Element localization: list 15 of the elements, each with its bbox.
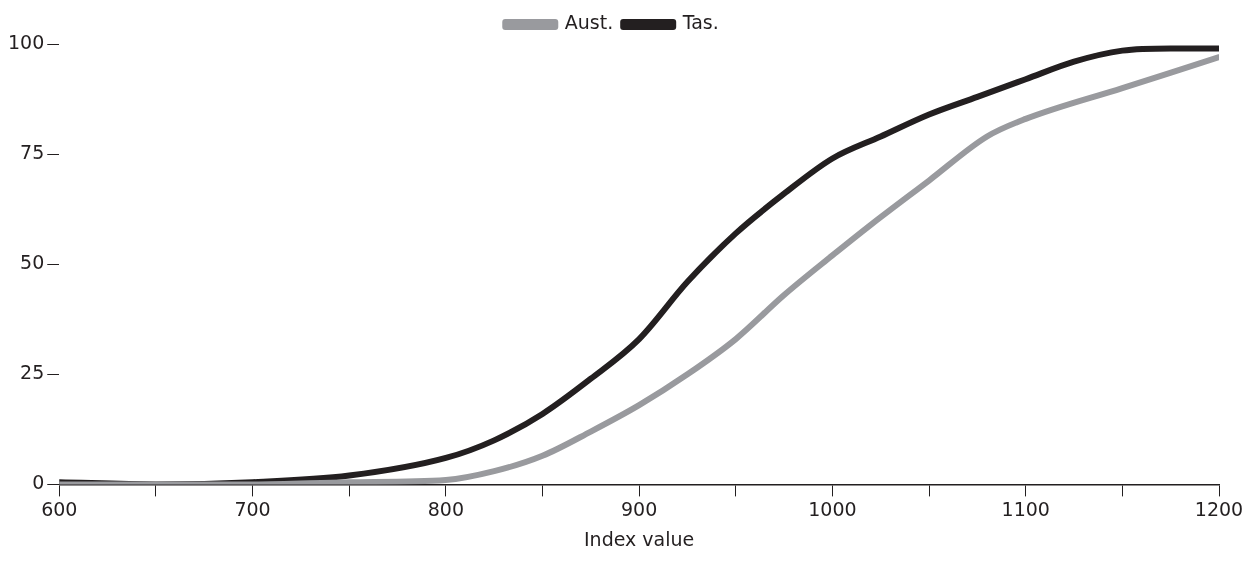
y-tick-label: 25 xyxy=(20,361,45,384)
x-tick-label: 1200 xyxy=(1194,497,1244,520)
legend-label: Aust. xyxy=(564,11,614,34)
x-tick-label: 600 xyxy=(41,497,78,520)
x-tick-label: 700 xyxy=(234,497,271,520)
x-tick-label: 1000 xyxy=(808,497,857,520)
legend-label: Tas. xyxy=(681,11,719,34)
y-tick-label: 100 xyxy=(8,30,45,53)
y-tick-label: 50 xyxy=(20,251,45,274)
x-tick-label: 900 xyxy=(621,497,658,520)
x-tick-label: 1100 xyxy=(1001,497,1050,520)
y-tick-label: 75 xyxy=(20,141,45,164)
x-tick-label: 800 xyxy=(427,497,464,520)
y-tick-label: 0 xyxy=(32,471,45,494)
x-axis-title: Index value xyxy=(584,527,695,550)
